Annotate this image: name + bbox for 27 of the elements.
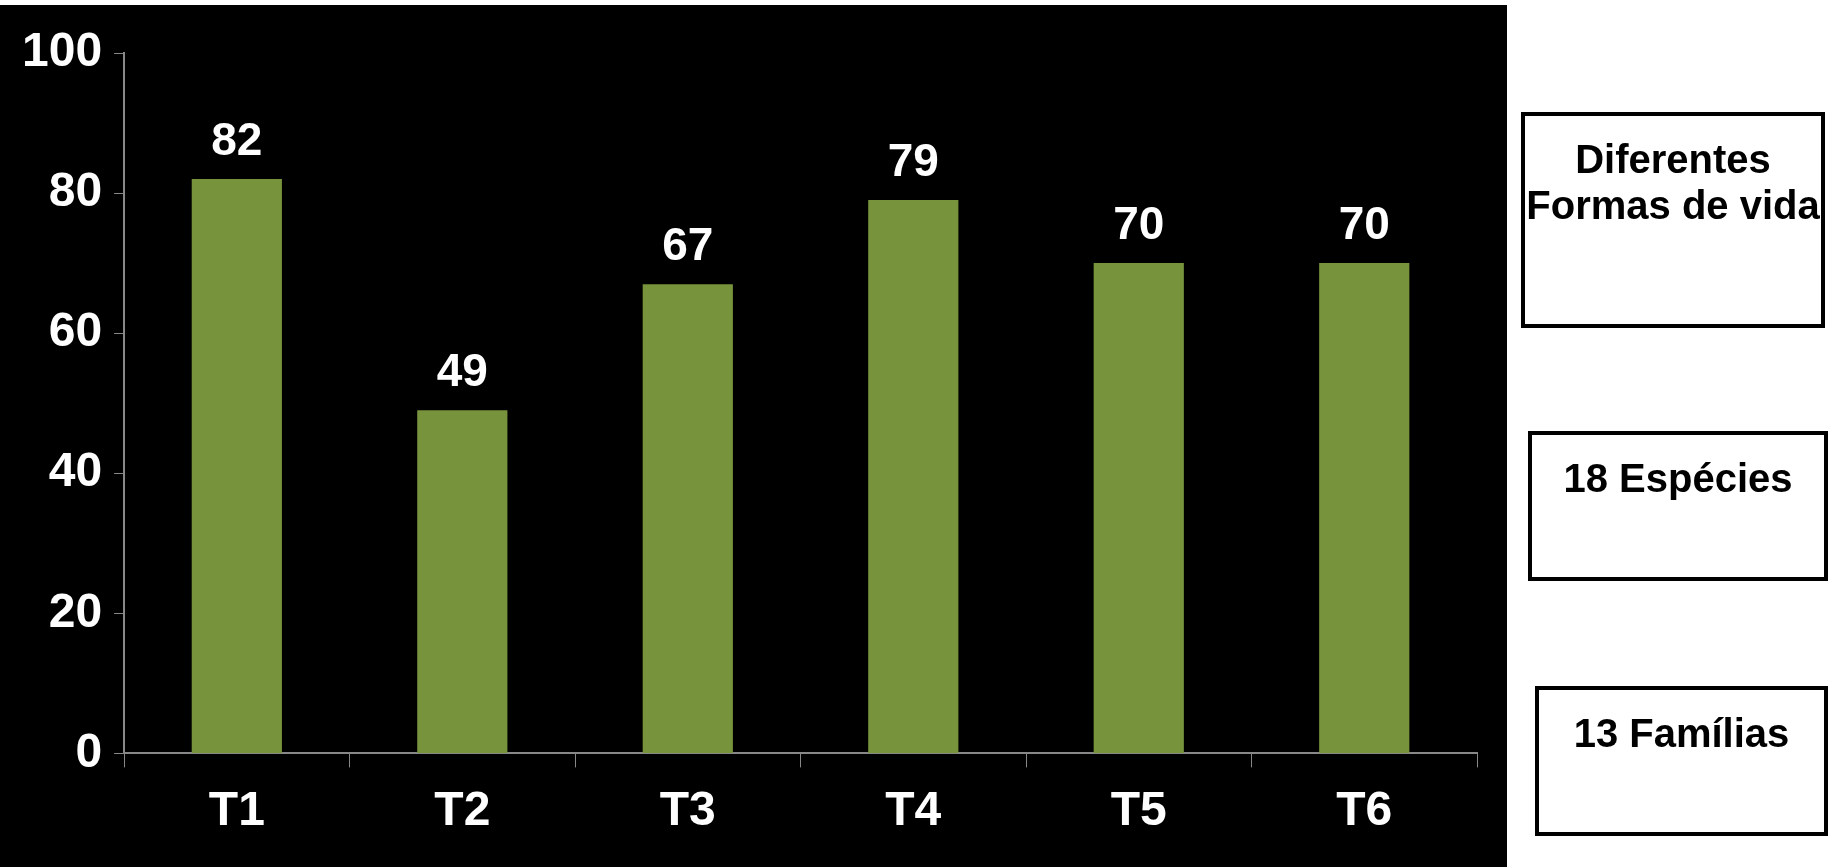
y-tick-label: 60	[48, 303, 103, 357]
x-tick-label: T1	[208, 782, 265, 836]
x-tick-label: T2	[434, 782, 491, 836]
text: 13 Famílias	[1535, 686, 1828, 836]
x-tick-label: T6	[1336, 782, 1393, 836]
y-tick-label: 0	[75, 723, 103, 777]
data-label: 82	[211, 112, 263, 165]
bar	[1093, 263, 1184, 753]
y-tick-label: 40	[48, 443, 103, 497]
bar	[417, 410, 508, 753]
data-label: 67	[662, 217, 714, 270]
data-label: 70	[1338, 196, 1390, 249]
data-label: 70	[1113, 196, 1165, 249]
bar	[642, 284, 733, 753]
data-label: 79	[887, 133, 939, 186]
bar	[1319, 263, 1410, 753]
y-tick-label: 100	[21, 23, 103, 77]
x-tick-label: T5	[1110, 782, 1167, 836]
bar	[191, 179, 282, 753]
y-tick-label: 80	[48, 163, 103, 217]
y-tick-label: 20	[48, 583, 103, 637]
x-tick-label: T3	[659, 782, 716, 836]
x-tick-label: T4	[885, 782, 942, 836]
data-label: 49	[436, 343, 488, 396]
text: Diferentes Formas de vida	[1521, 112, 1825, 328]
bar	[868, 200, 959, 753]
text: 18 Espécies	[1528, 431, 1828, 581]
